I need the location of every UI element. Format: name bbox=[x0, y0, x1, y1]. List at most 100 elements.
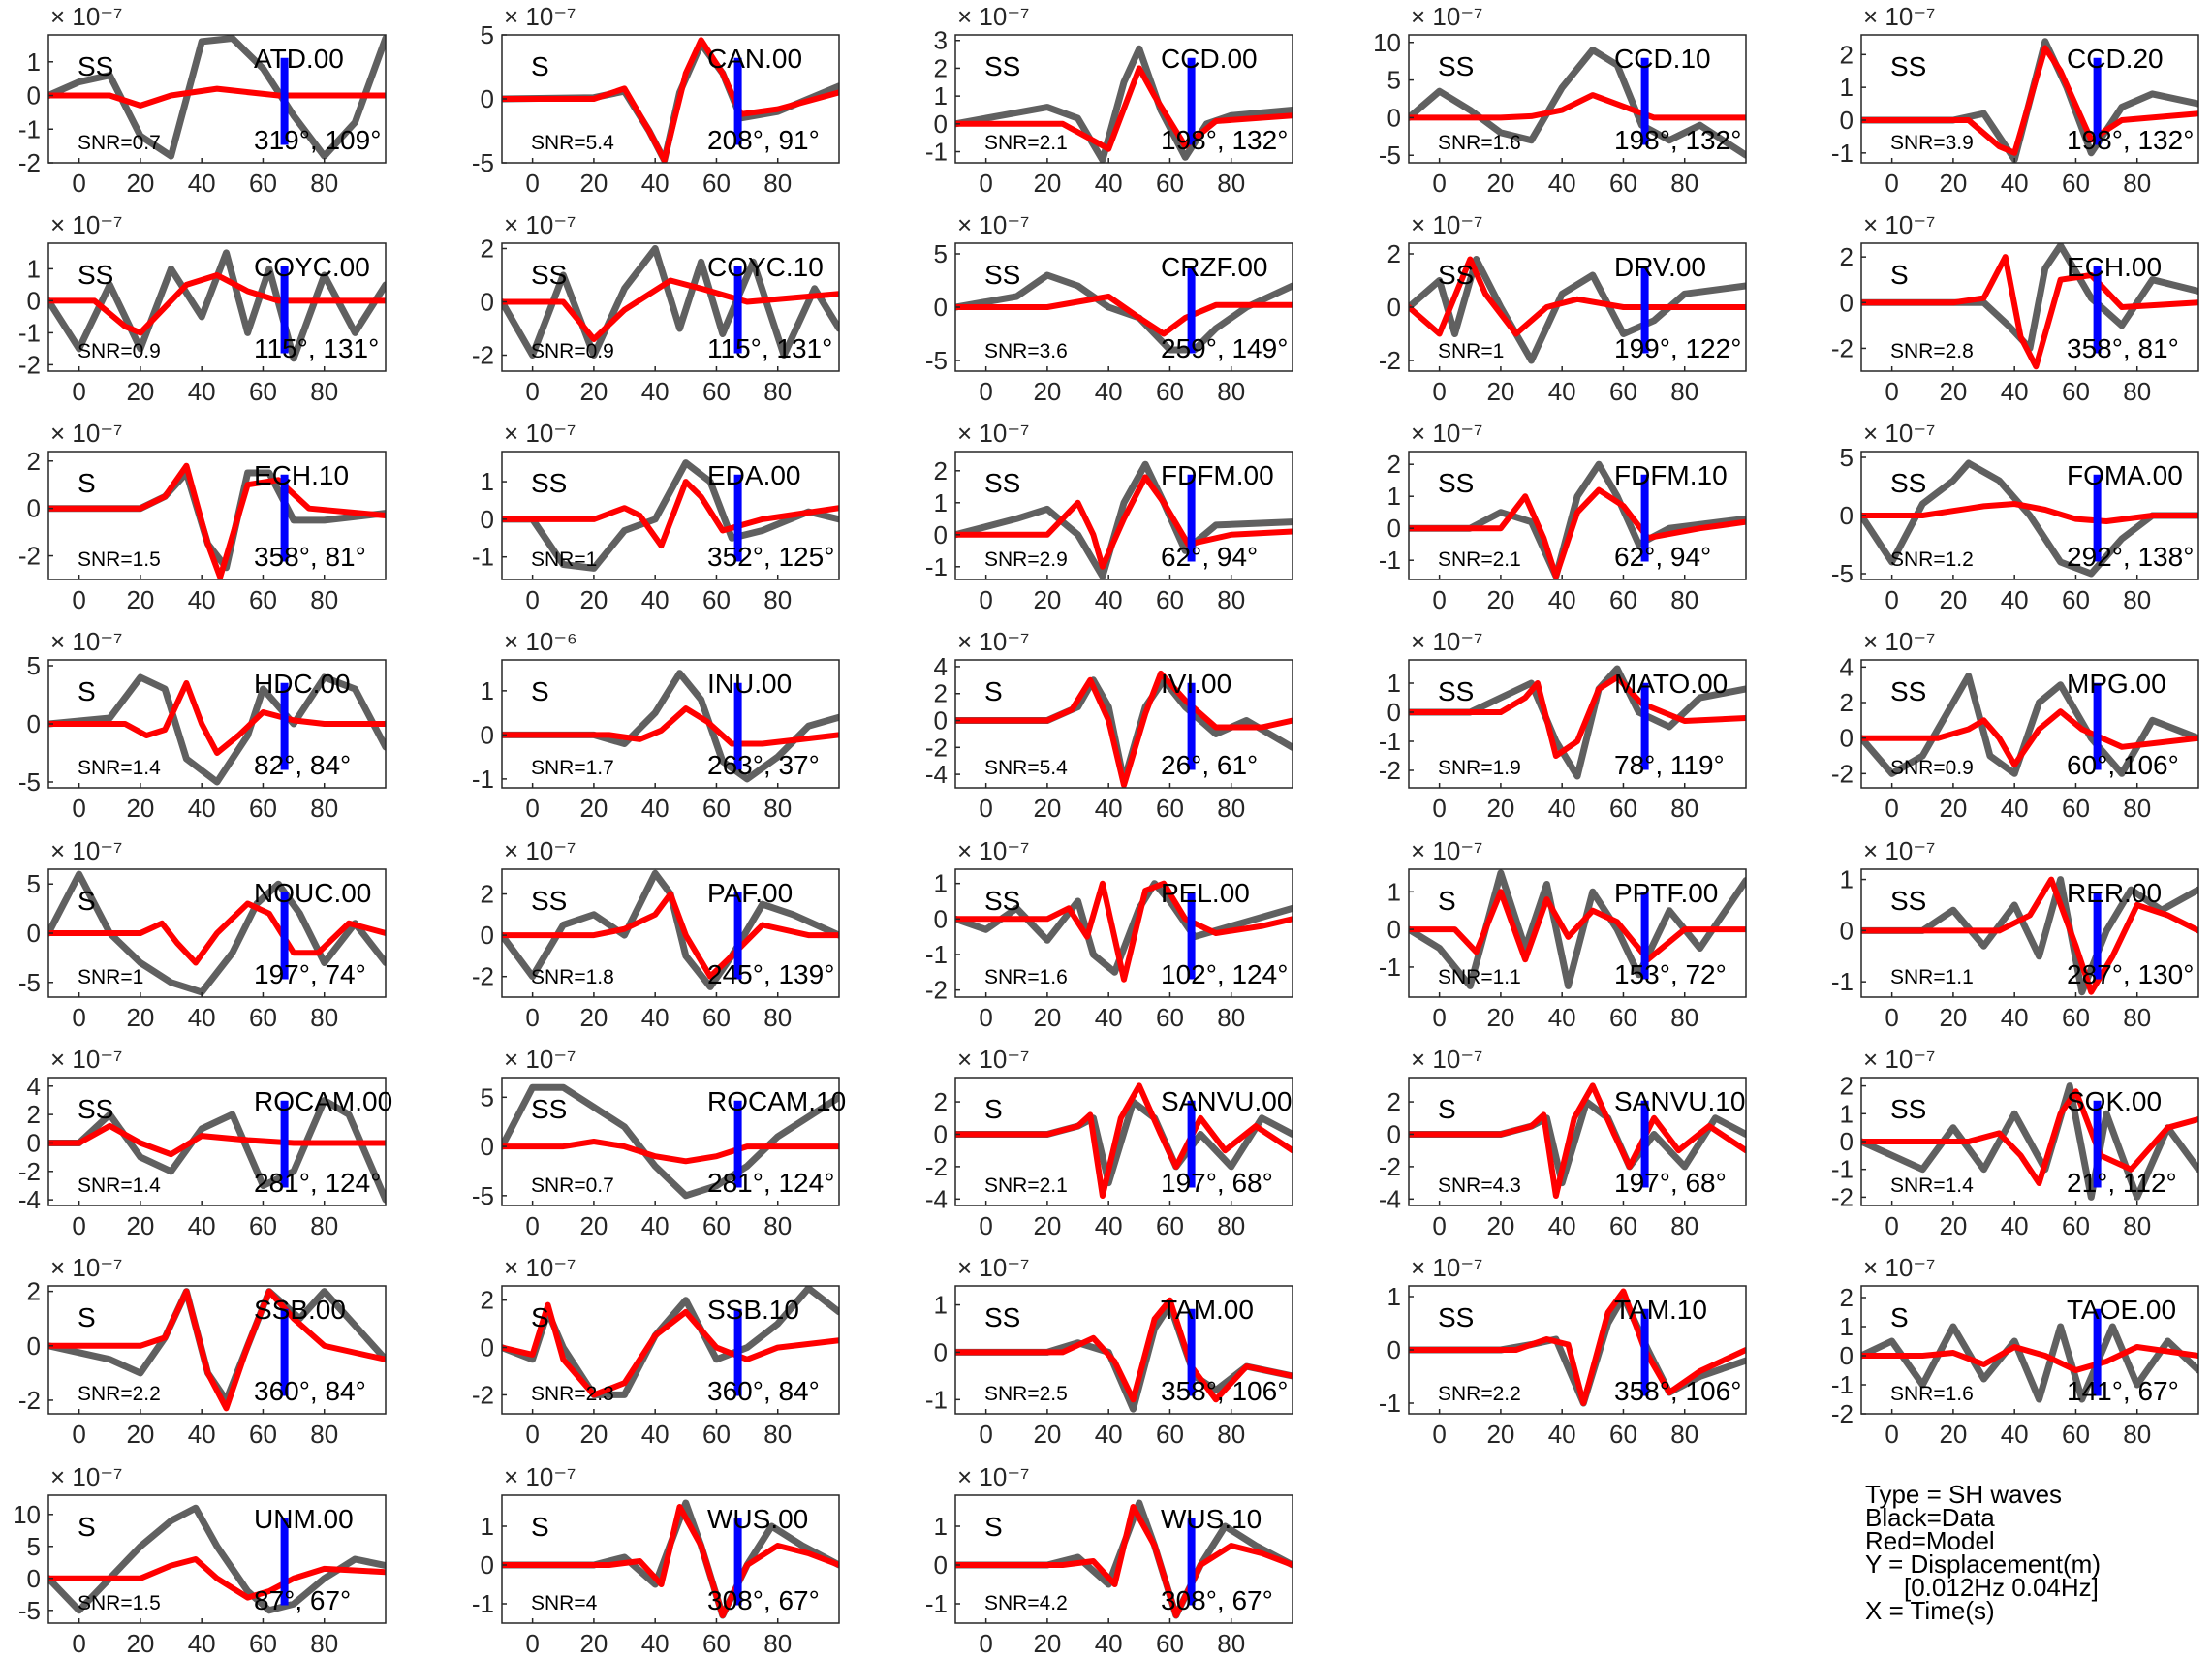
panel-atd-00: 0 20 40 60 80 -2 -1 0 1 × 10⁻⁷ SS ATD.00 SNR=0.7 319°… bbox=[18, 2, 387, 198]
x-tick-label: 80 bbox=[1217, 377, 1245, 406]
x-tick-label: 40 bbox=[188, 377, 216, 406]
x-tick-label: 0 bbox=[525, 1211, 539, 1240]
y-tick-label: 5 bbox=[1387, 66, 1401, 95]
panel-tam-00: 0 20 40 60 80 -1 0 1 × 10⁻⁷ SS TAM.00 SNR=2.5 358°, … bbox=[925, 1253, 1293, 1449]
x-tick-label: 0 bbox=[72, 1003, 85, 1032]
azimuth-label: 199°, 122° bbox=[1614, 333, 1741, 363]
x-tick-label: 20 bbox=[1486, 377, 1514, 406]
x-tick-label: 60 bbox=[1609, 794, 1637, 823]
azimuth-label: 360°, 84° bbox=[254, 1376, 366, 1406]
x-tick-label: 0 bbox=[1885, 794, 1898, 823]
y-tick-label: -5 bbox=[18, 1596, 41, 1625]
x-tick-label: 40 bbox=[1095, 1211, 1123, 1240]
y-tick-label: -5 bbox=[472, 148, 494, 177]
x-tick-label: 20 bbox=[126, 1629, 154, 1658]
axes-box bbox=[954, 451, 1293, 580]
y-tick-label: 2 bbox=[934, 53, 948, 82]
model-trace bbox=[48, 1288, 386, 1412]
y-tick-label: 2 bbox=[27, 1100, 41, 1129]
y-tick-label: 1 bbox=[481, 676, 494, 705]
axes-box bbox=[954, 1285, 1293, 1415]
y-exponent: × 10⁻⁷ bbox=[957, 1462, 1029, 1491]
phase-label: SS bbox=[984, 886, 1020, 916]
phase-label: SS bbox=[78, 1094, 113, 1124]
snr-label: SNR=1.5 bbox=[78, 548, 161, 571]
panel-wus-00: 0 20 40 60 80 -1 0 1 × 10⁻⁷ S WUS.00 SNR=4 308°, 67° bbox=[472, 1462, 840, 1658]
snr-label: SNR=1.1 bbox=[1438, 966, 1521, 988]
x-tick-label: 0 bbox=[979, 1629, 992, 1658]
x-tick-label: 40 bbox=[1548, 377, 1576, 406]
legend-y: Y = Displacement(m) bbox=[1865, 1549, 2101, 1579]
y-tick-label: 2 bbox=[934, 456, 948, 485]
azimuth-label: 115°, 131° bbox=[707, 333, 832, 363]
y-tick-label: -2 bbox=[925, 976, 948, 1005]
y-tick-label: 1 bbox=[934, 488, 948, 517]
panel-can-00: 0 20 40 60 80 -5 0 5 × 10⁻⁷ S CAN.00 SNR=5.4 208°, 9… bbox=[472, 2, 840, 198]
y-tick-label: 2 bbox=[1387, 239, 1401, 268]
x-tick-label: 20 bbox=[1939, 794, 1967, 823]
y-tick-label: 0 bbox=[1387, 698, 1401, 727]
x-tick-label: 60 bbox=[1156, 1211, 1184, 1240]
y-tick-label: -2 bbox=[18, 1386, 41, 1415]
model-trace bbox=[502, 891, 839, 980]
x-tick-label: 60 bbox=[1609, 377, 1637, 406]
phase-label: S bbox=[78, 886, 96, 916]
y-tick-label: 0 bbox=[1840, 288, 1854, 317]
snr-label: SNR=1.8 bbox=[531, 966, 614, 988]
y-tick-label: 5 bbox=[1840, 443, 1854, 472]
snr-label: SNR=4 bbox=[531, 1592, 598, 1614]
y-tick-label: -5 bbox=[1379, 141, 1401, 170]
y-exponent: × 10⁻⁷ bbox=[1863, 2, 1935, 31]
axes-box bbox=[501, 659, 840, 789]
axes-box bbox=[47, 1285, 387, 1415]
x-tick-label: 40 bbox=[1095, 169, 1123, 198]
station-label: IVI.00 bbox=[1161, 669, 1231, 699]
x-tick-label: 80 bbox=[2123, 377, 2151, 406]
y-tick-label: 2 bbox=[481, 1286, 494, 1315]
station-label: SSB.00 bbox=[254, 1295, 346, 1325]
x-tick-label: 60 bbox=[249, 1629, 277, 1658]
x-tick-label: 60 bbox=[702, 1629, 731, 1658]
station-label: INU.00 bbox=[707, 669, 792, 699]
x-tick-label: 0 bbox=[525, 585, 539, 614]
x-tick-label: 80 bbox=[310, 794, 338, 823]
model-trace bbox=[955, 474, 1293, 570]
azimuth-label: 197°, 68° bbox=[1161, 1168, 1273, 1198]
snr-label: SNR=2.2 bbox=[78, 1383, 161, 1405]
azimuth-label: 358°, 106° bbox=[1161, 1376, 1288, 1406]
panel-wus-10: 0 20 40 60 80 -1 0 1 × 10⁻⁷ S WUS.10 SNR=4.2 308°, 6… bbox=[925, 1462, 1293, 1658]
snr-label: SNR=1.6 bbox=[984, 966, 1068, 988]
panel-coyc-00: 0 20 40 60 80 -2 -1 0 1 × 10⁻⁷ SS COYC.00 SNR=0.9 115… bbox=[18, 210, 387, 406]
y-tick-label: 2 bbox=[27, 1277, 41, 1306]
phase-label: S bbox=[984, 676, 1003, 706]
y-tick-label: 1 bbox=[934, 81, 948, 110]
x-tick-label: 20 bbox=[579, 377, 608, 406]
azimuth-label: 198°, 132° bbox=[1161, 125, 1288, 155]
x-tick-label: 20 bbox=[1033, 1003, 1061, 1032]
snr-label: SNR=1.1 bbox=[1890, 966, 1974, 988]
phase-label: S bbox=[531, 1302, 549, 1332]
x-tick-label: 40 bbox=[188, 794, 216, 823]
model-trace bbox=[502, 1139, 839, 1165]
panel-mpg-00: 0 20 40 60 80 -2 0 2 4 × 10⁻⁷ SS MPG.00 SNR=0.9 60°, … bbox=[1831, 627, 2199, 823]
x-tick-label: 20 bbox=[1939, 169, 1967, 198]
y-tick-label: 0 bbox=[1840, 724, 1854, 753]
panel-drv-00: 0 20 40 60 80 -2 0 2 × 10⁻⁷ SS DRV.00 SNR=1 199°, 12… bbox=[1379, 210, 1747, 406]
panel-paf-00: 0 20 40 60 80 -2 0 2 × 10⁻⁷ SS PAF.00 SNR=1.8 245°, … bbox=[472, 836, 840, 1032]
y-tick-label: -2 bbox=[1831, 759, 1854, 788]
y-tick-label: -5 bbox=[18, 767, 41, 797]
x-tick-label: 60 bbox=[702, 1420, 731, 1449]
azimuth-label: 360°, 84° bbox=[707, 1376, 820, 1406]
x-tick-label: 60 bbox=[1156, 377, 1184, 406]
y-tick-label: -4 bbox=[1379, 1184, 1401, 1213]
x-tick-label: 80 bbox=[763, 794, 792, 823]
x-tick-label: 0 bbox=[979, 794, 992, 823]
panel-pel-00: 0 20 40 60 80 -2 -1 0 1 × 10⁻⁷ SS PEL.00 SNR=1.6 102°… bbox=[925, 836, 1293, 1032]
y-exponent: × 10⁻⁷ bbox=[957, 210, 1029, 239]
y-exponent: × 10⁻⁷ bbox=[50, 210, 122, 239]
station-label: MPG.00 bbox=[2067, 669, 2166, 699]
panel-ech-10: 0 20 40 60 80 -2 0 2 × 10⁻⁷ S ECH.10 SNR=1.5 358°, 8… bbox=[18, 419, 387, 614]
x-tick-label: 40 bbox=[188, 1211, 216, 1240]
y-tick-label: 5 bbox=[934, 239, 948, 268]
x-tick-label: 60 bbox=[2062, 1420, 2090, 1449]
